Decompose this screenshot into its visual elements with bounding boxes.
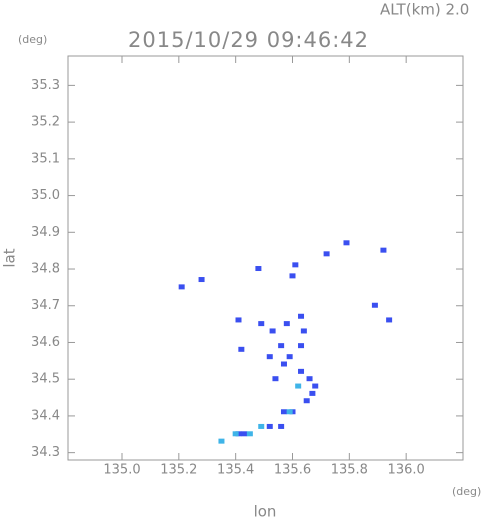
echo-cell	[198, 277, 205, 283]
echo-cell	[258, 423, 265, 429]
subtitle: ALT(km) 2.0	[380, 1, 469, 19]
echo-cell	[343, 240, 350, 246]
echo-cell	[178, 284, 185, 290]
y-tick-label: 34.7	[31, 298, 60, 313]
y-tick-label: 35.2	[31, 115, 60, 130]
plot-frame	[67, 55, 464, 461]
y-tick-label: 34.6	[31, 335, 60, 350]
echo-cell	[298, 343, 305, 349]
echo-cell	[280, 409, 287, 415]
echo-cell	[309, 390, 316, 396]
y-unit: (deg)	[18, 33, 47, 46]
echo-cell	[289, 273, 296, 279]
echo-cell	[286, 409, 293, 415]
echo-cell	[300, 328, 307, 334]
y-tick-label: 34.4	[31, 408, 60, 423]
echo-cell	[295, 383, 302, 389]
echo-cell	[258, 321, 265, 327]
echo-cell	[312, 383, 319, 389]
echo-cell	[298, 313, 305, 319]
echo-cell	[303, 398, 310, 404]
echo-cell	[283, 321, 290, 327]
echo-cell	[371, 302, 378, 308]
x-tick-label: 135.6	[274, 463, 311, 478]
echo-cell	[238, 346, 245, 352]
echo-cell	[272, 376, 279, 382]
echo-cell	[255, 266, 262, 272]
y-tick-label: 34.3	[31, 445, 60, 460]
echo-cell	[246, 431, 253, 437]
echo-cell	[280, 361, 287, 367]
x-unit: (deg)	[452, 485, 481, 498]
y-tick-label: 34.8	[31, 262, 60, 277]
y-tick-label: 34.5	[31, 372, 60, 387]
echo-cell	[386, 317, 393, 323]
echo-cell	[292, 262, 299, 268]
echo-cell	[380, 247, 387, 253]
echo-cell	[266, 354, 273, 360]
x-axis-label: lon	[254, 503, 277, 521]
echo-cell	[235, 317, 242, 323]
echo-cell	[218, 438, 225, 444]
y-tick-label: 34.9	[31, 225, 60, 240]
echo-cell	[266, 423, 273, 429]
x-tick-label: 136.0	[388, 463, 425, 478]
y-tick-label: 35.0	[31, 188, 60, 203]
echo-cell	[323, 251, 330, 257]
echo-cell	[232, 431, 239, 437]
echo-cell	[241, 431, 248, 437]
echo-cell	[278, 423, 285, 429]
echo-cell	[286, 354, 293, 360]
y-tick-label: 35.3	[31, 78, 60, 93]
echo-cell	[298, 368, 305, 374]
chart-title: 2015/10/29 09:46:42	[128, 28, 369, 52]
y-axis-label: lat	[1, 248, 19, 267]
y-tick-label: 35.1	[31, 151, 60, 166]
echo-cell	[306, 376, 313, 382]
x-tick-label: 135.0	[103, 463, 140, 478]
x-tick-label: 135.4	[217, 463, 254, 478]
x-tick-label: 135.8	[331, 463, 368, 478]
echo-cell	[269, 328, 276, 334]
echo-cell	[278, 343, 285, 349]
x-tick-label: 135.2	[160, 463, 197, 478]
